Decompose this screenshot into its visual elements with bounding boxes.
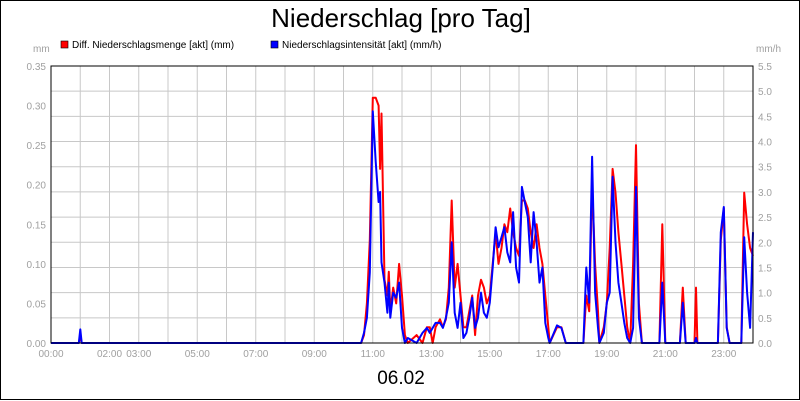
left-tick-label: 0.20 — [27, 181, 47, 192]
legend-item-menge: Diff. Niederschlagsmenge [akt] (mm) — [60, 40, 234, 51]
left-tick-label: 0.25 — [27, 141, 47, 152]
legend-label-menge: Diff. Niederschlagsmenge [akt] (mm) — [72, 40, 234, 51]
axes — [50, 65, 754, 344]
x-tick-label: 05:00 — [185, 349, 210, 360]
grid — [50, 65, 754, 344]
x-tick-label: 19:00 — [594, 349, 619, 360]
x-tick-label: 11:00 — [361, 349, 386, 360]
right-axis-unit: mm/h — [756, 44, 781, 55]
right-tick-label: 4.5 — [758, 112, 772, 123]
right-tick-label: 1.5 — [758, 263, 772, 274]
right-tick-label: 5.0 — [758, 87, 772, 98]
legend-label-intensitaet: Niederschlagsintensität [akt] (mm/h) — [282, 40, 442, 51]
left-tick-label: 0.00 — [27, 339, 47, 350]
left-tick-label: 0.30 — [27, 102, 47, 113]
right-tick-label: 3.0 — [758, 188, 772, 199]
right-tick-label: 1.0 — [758, 289, 772, 300]
left-axis-unit: mm — [33, 44, 50, 55]
left-tick-label: 0.35 — [27, 62, 47, 73]
legend: Diff. Niederschlagsmenge [akt] (mm) Nied… — [60, 40, 442, 51]
chart-title: Niederschlag [pro Tag] — [271, 3, 531, 33]
x-axis-ticks: 00:00 02:00 03:00 05:00 07:00 09:00 11:00 13:00… — [38, 349, 736, 360]
left-tick-label: 0.15 — [27, 220, 47, 231]
legend-swatch-red — [60, 40, 69, 49]
right-tick-label: 5.5 — [758, 62, 772, 73]
x-tick-label: 00:00 — [38, 349, 63, 360]
right-tick-label: 0.0 — [758, 339, 772, 350]
right-tick-label: 0.5 — [758, 314, 772, 325]
x-tick-label: 02:00 — [97, 349, 122, 360]
x-tick-label: 23:00 — [711, 349, 736, 360]
plot-area-border — [50, 65, 754, 344]
x-tick-label: 21:00 — [653, 349, 678, 360]
right-tick-label: 2.5 — [758, 213, 772, 224]
legend-swatch-blue — [270, 40, 279, 49]
x-tick-label: 07:00 — [243, 349, 268, 360]
left-tick-label: 0.10 — [27, 260, 47, 271]
right-tick-label: 2.0 — [758, 238, 772, 249]
x-tick-label: 17:00 — [536, 349, 561, 360]
left-axis-ticks: 0.00 0.05 0.10 0.15 0.20 0.25 0.30 0.35 — [27, 62, 47, 350]
right-axis-ticks: 0.0 0.5 1.0 1.5 2.0 2.5 3.0 3.5 4.0 4.5 5.0 5.5 — [758, 62, 772, 350]
x-tick-label: 09:00 — [302, 349, 327, 360]
x-tick-label: 15:00 — [477, 349, 502, 360]
legend-item-intensitaet: Niederschlagsintensität [akt] (mm/h) — [270, 40, 442, 51]
x-tick-label: 03:00 — [126, 349, 151, 360]
x-tick-label: 13:00 — [419, 349, 444, 360]
right-tick-label: 4.0 — [758, 138, 772, 149]
x-axis-label: 06.02 — [377, 368, 425, 389]
left-tick-label: 0.05 — [27, 299, 47, 310]
right-tick-label: 3.5 — [758, 163, 772, 174]
